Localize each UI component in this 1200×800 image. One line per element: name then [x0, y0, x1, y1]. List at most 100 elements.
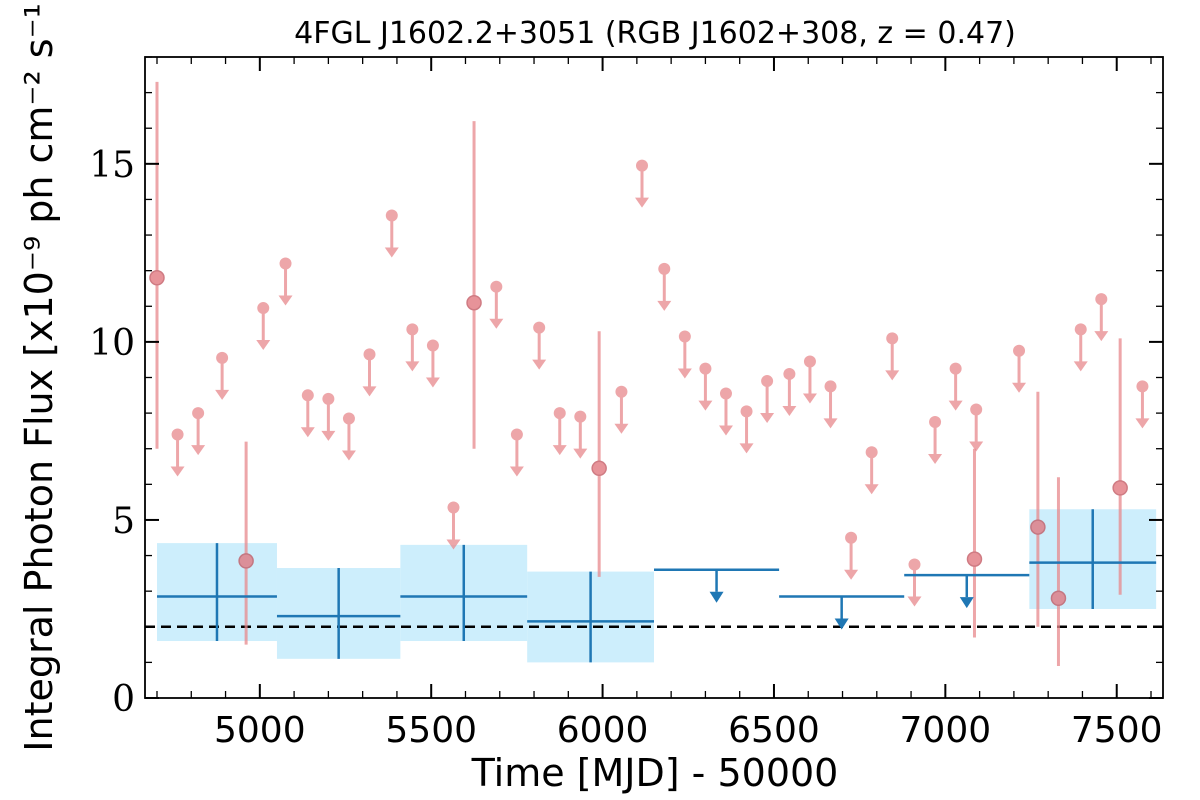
- upper-limit-marker: [553, 407, 566, 420]
- short-bin-upper-limit: [215, 351, 230, 400]
- upper-limit-marker: [615, 385, 628, 398]
- upper-limit-marker: [322, 392, 335, 405]
- upper-limit-arrow: [834, 618, 849, 630]
- data-point: [1030, 519, 1046, 535]
- data-point: [466, 294, 482, 311]
- short-bin-upper-limit: [739, 405, 754, 454]
- upper-limit-marker: [1074, 323, 1087, 336]
- short-bin-detection: [238, 441, 254, 645]
- upper-limit-marker: [1013, 344, 1026, 357]
- short-bin-detection: [149, 81, 165, 449]
- long-bin-detection: [1029, 509, 1157, 609]
- upper-limit-arrow: [760, 413, 775, 424]
- short-bin-upper-limit: [928, 416, 943, 465]
- upper-limit-arrow: [657, 300, 672, 311]
- upper-limit-marker: [574, 410, 587, 423]
- upper-limit-arrow: [321, 430, 336, 441]
- short-bin-upper-limit: [509, 428, 524, 477]
- short-bin-upper-limit: [760, 375, 775, 424]
- upper-limit-arrow: [698, 400, 713, 411]
- upper-limit-marker: [678, 330, 691, 343]
- upper-limit-marker: [636, 159, 649, 172]
- upper-limit-arrow: [782, 405, 797, 416]
- short-bin-upper-limit: [1073, 323, 1088, 372]
- upper-limit-arrow: [278, 295, 293, 306]
- short-bin-upper-limit: [802, 355, 817, 404]
- upper-limit-arrow: [384, 247, 399, 258]
- upper-limit-arrow: [191, 445, 206, 456]
- upper-limit-arrow: [614, 423, 629, 434]
- short-bin-upper-limit: [300, 389, 315, 438]
- y-axis-label: Integral Photon Flux [x10⁻⁹ ph cm⁻² s⁻¹]: [17, 0, 61, 752]
- short-bin-detection: [1112, 338, 1128, 595]
- short-bin-upper-limit: [677, 330, 692, 379]
- x-axis-label: Time [MJD] - 50000: [471, 751, 839, 795]
- data-point: [1112, 480, 1128, 496]
- short-bin-upper-limit: [170, 428, 185, 477]
- short-bin-upper-limit: [635, 159, 650, 208]
- upper-limit-arrow: [802, 393, 817, 404]
- data-point: [966, 551, 983, 567]
- long-bin-detection: [276, 568, 401, 659]
- long-bin-points: [156, 509, 1157, 663]
- short-bin-upper-limit: [405, 323, 420, 372]
- upper-limit-arrow: [1094, 331, 1109, 342]
- short-bin-upper-limit: [864, 446, 879, 495]
- short-bin-upper-limit: [657, 262, 672, 311]
- upper-limit-marker: [301, 389, 314, 402]
- upper-limit-arrow: [969, 441, 984, 452]
- upper-limit-marker: [510, 428, 523, 441]
- data-point: [238, 553, 254, 569]
- long-bin-detection: [400, 544, 528, 642]
- short-bin-detection: [966, 448, 983, 638]
- upper-limit-arrow: [489, 318, 504, 329]
- upper-limit-arrow: [341, 450, 356, 461]
- y-tick-label: 5: [112, 501, 135, 542]
- short-bin-detection: [1050, 477, 1067, 666]
- short-bin-upper-limit: [341, 412, 356, 461]
- upper-limit-arrow: [1073, 361, 1088, 372]
- upper-limit-arrow: [532, 359, 547, 370]
- short-bin-upper-limit: [782, 367, 797, 416]
- short-bin-upper-limit: [969, 403, 984, 452]
- upper-limit-arrow: [928, 454, 943, 465]
- upper-limit-arrow: [170, 466, 185, 477]
- long-bin-upper-limit: [654, 568, 780, 603]
- short-bin-upper-limit: [907, 558, 922, 607]
- upper-limit-marker: [363, 348, 376, 361]
- upper-limit-marker: [216, 351, 229, 364]
- short-bin-upper-limit: [698, 362, 713, 411]
- upper-limit-marker: [719, 387, 732, 400]
- upper-limit-marker: [949, 362, 962, 375]
- upper-limit-marker: [533, 321, 546, 334]
- short-bin-upper-limit: [1012, 344, 1027, 393]
- upper-limit-arrow: [677, 368, 692, 379]
- upper-limit-marker: [740, 405, 753, 418]
- upper-limit-arrow: [300, 427, 315, 438]
- upper-limit-arrow: [709, 591, 724, 603]
- short-bin-upper-limit: [278, 257, 293, 306]
- upper-limit-arrow: [1012, 382, 1027, 393]
- short-bin-upper-limit: [425, 339, 440, 388]
- upper-limit-marker: [970, 403, 983, 416]
- upper-limit-marker: [257, 302, 270, 315]
- upper-limit-marker: [886, 332, 899, 345]
- upper-limit-marker: [658, 262, 671, 275]
- upper-limit-arrow: [948, 400, 963, 411]
- axes: 5000 5500 6000 6500 7000 7500 0 5 10 15: [89, 56, 1164, 751]
- y-tick-label: 10: [89, 323, 135, 364]
- upper-limit-marker: [908, 558, 921, 571]
- long-bin-detection: [156, 543, 277, 642]
- short-bin-upper-limit: [362, 348, 377, 397]
- x-tick-label: 5000: [214, 710, 306, 751]
- short-bin-upper-limit: [948, 362, 963, 411]
- data-point: [591, 460, 607, 477]
- short-bin-upper-limit: [256, 302, 271, 351]
- short-bin-detection: [591, 331, 607, 577]
- short-bin-upper-limit: [446, 501, 461, 550]
- upper-limit-marker: [865, 446, 878, 459]
- upper-limit-arrow: [425, 377, 440, 388]
- upper-limit-marker: [342, 412, 355, 425]
- upper-limit-marker: [171, 428, 184, 441]
